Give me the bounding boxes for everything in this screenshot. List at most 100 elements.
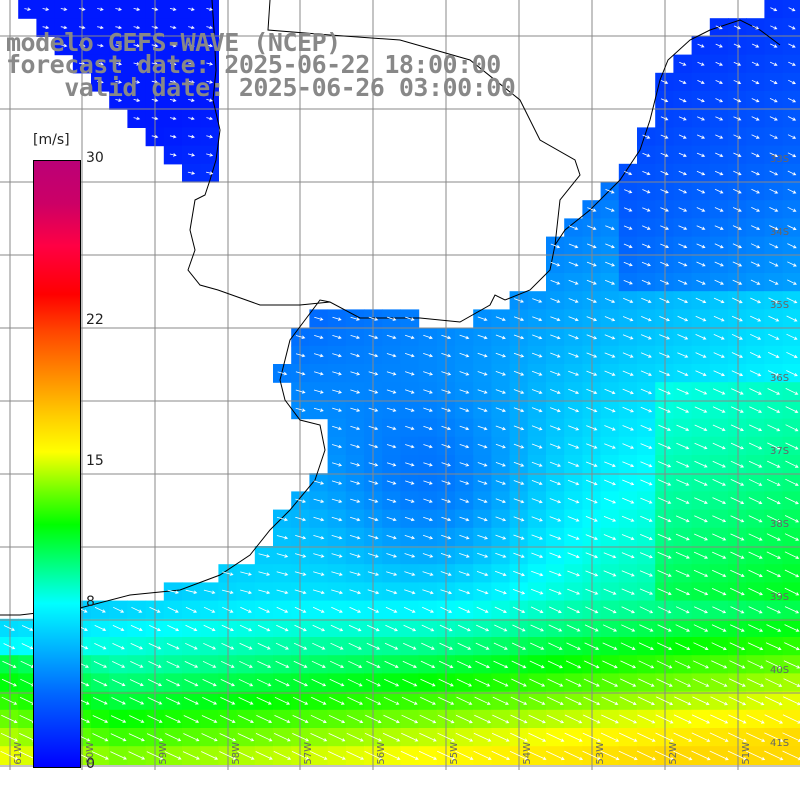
wind-arrow [731, 315, 743, 322]
wind-arrow [622, 388, 634, 395]
wind-arrow [546, 750, 565, 761]
wind-arrow [730, 587, 745, 596]
wind-arrow [621, 588, 635, 595]
wind-arrow [747, 678, 765, 687]
wind-arrow [0, 732, 18, 742]
wind-arrow [458, 571, 471, 576]
wind-arrow [713, 334, 725, 340]
wind-arrow [746, 732, 766, 742]
wind-arrow [642, 207, 651, 212]
wind-arrow [585, 516, 598, 522]
wind-arrow [531, 389, 543, 394]
wind-arrow [673, 714, 692, 724]
wind-arrow [697, 116, 705, 121]
wind-arrow [183, 715, 200, 723]
wind-arrow [422, 606, 434, 613]
wind-arrow [275, 678, 290, 687]
wind-arrow [386, 407, 397, 412]
wind-arrow [401, 696, 418, 705]
wind-arrow [766, 569, 782, 578]
wind-arrow [513, 443, 525, 449]
wind-arrow [603, 570, 617, 577]
wind-arrow [767, 370, 780, 377]
wind-arrow [637, 732, 656, 742]
wind-arrow [292, 696, 309, 705]
wind-arrow [710, 696, 728, 706]
wind-arrow [784, 606, 800, 614]
wind-arrow [185, 606, 198, 613]
wind-arrow [550, 243, 561, 249]
wind-arrow [640, 370, 652, 376]
wind-arrow [564, 732, 583, 742]
wind-arrow [513, 552, 525, 558]
wind-arrow [133, 7, 141, 11]
wind-arrow [473, 732, 492, 742]
wind-arrow [748, 624, 764, 632]
wind-arrow [423, 480, 433, 485]
wind-arrow [532, 316, 543, 322]
wind-arrow [766, 551, 781, 559]
wind-arrow [714, 225, 724, 230]
wind-arrow [474, 714, 492, 724]
wind-arrow [495, 534, 507, 540]
wind-arrow [495, 389, 506, 394]
wind-arrow [476, 606, 489, 613]
wind-arrow [565, 696, 582, 705]
wind-arrow [331, 462, 343, 467]
wind-arrow [769, 61, 778, 66]
wind-arrow [420, 696, 436, 705]
wind-arrow [384, 678, 400, 687]
wind-arrow [437, 732, 455, 742]
wind-arrow [751, 79, 760, 85]
wind-arrow [694, 606, 708, 614]
wind-arrow [169, 116, 177, 121]
wind-arrow [733, 25, 741, 30]
wind-arrow [675, 570, 690, 577]
wind-arrow [600, 732, 620, 742]
wind-arrow [583, 714, 601, 724]
wind-arrow [764, 714, 784, 724]
wind-arrow [477, 443, 488, 449]
wind-arrow [423, 371, 434, 376]
wind-arrow [295, 407, 306, 412]
wind-arrow [712, 606, 727, 614]
wind-arrow [513, 407, 525, 413]
wind-arrow [513, 334, 525, 340]
field-cell [782, 655, 800, 674]
wind-arrow [678, 189, 688, 194]
wind-arrow [731, 388, 744, 395]
wind-arrow [513, 534, 525, 540]
field-cell [782, 54, 800, 74]
wind-arrow [605, 207, 615, 212]
field-cell [782, 127, 800, 147]
wind-arrow [167, 606, 179, 613]
wind-arrow [785, 442, 799, 450]
wind-arrow [332, 335, 342, 339]
wind-arrow [492, 696, 509, 705]
wind-arrow [549, 516, 562, 522]
wind-arrow [441, 498, 452, 503]
wind-arrow [549, 534, 562, 540]
wind-arrow [733, 43, 742, 48]
wind-arrow [459, 389, 470, 394]
latitude-label: 34S [770, 227, 790, 238]
wind-arrow [495, 425, 506, 431]
wind-arrow [696, 279, 706, 285]
wind-arrow [495, 316, 506, 321]
wind-arrow [256, 678, 272, 687]
wind-arrow [294, 589, 307, 595]
wind-arrow [364, 732, 382, 742]
wind-arrow [749, 424, 763, 432]
wind-arrow [386, 553, 398, 558]
wind-arrow [546, 732, 565, 742]
wind-arrow [133, 43, 141, 48]
wind-arrow [568, 352, 579, 358]
wind-arrow [730, 569, 745, 577]
wind-arrow [586, 334, 598, 340]
wind-arrow [276, 589, 289, 595]
wind-arrow [313, 535, 325, 540]
wind-arrow [786, 297, 798, 304]
wind-arrow [657, 479, 672, 486]
wind-arrow [678, 134, 687, 139]
wind-arrow [169, 134, 177, 139]
